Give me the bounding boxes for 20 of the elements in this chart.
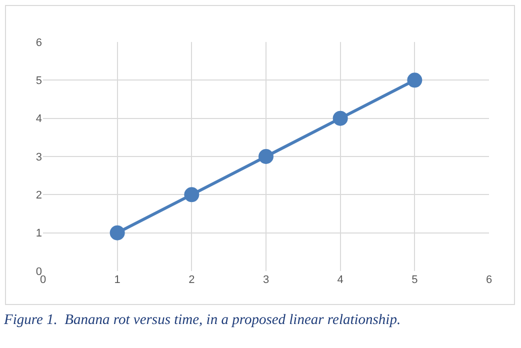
x-tick-label: 5 [412,274,418,286]
y-tick-label: 6 [36,36,42,49]
point [407,72,422,88]
x-tick-label: 3 [262,274,270,286]
x-tick-label: 6 [486,274,492,286]
y-tick-label: 0 [36,266,42,278]
point [184,187,200,202]
x-tick-label: 1 [114,274,120,286]
caption: Figure 1. Banana rot versus time, in a proposed linear relationship. [4,312,402,329]
x-tick-label: 4 [337,274,344,286]
x-tick-label: 2 [188,274,195,286]
y-tick-label: 2 [36,190,42,202]
y-tick-label: 4 [36,113,42,126]
chart-frame: 0 1 2 3 4 5 6 0 1 2 3 4 5 6 [5,5,515,305]
y-tick-label: 1 [36,228,42,240]
point [258,149,274,164]
point [110,225,125,240]
y-tick-label: 3 [36,151,42,164]
y-tick-label: 5 [36,75,42,88]
point [332,110,348,126]
